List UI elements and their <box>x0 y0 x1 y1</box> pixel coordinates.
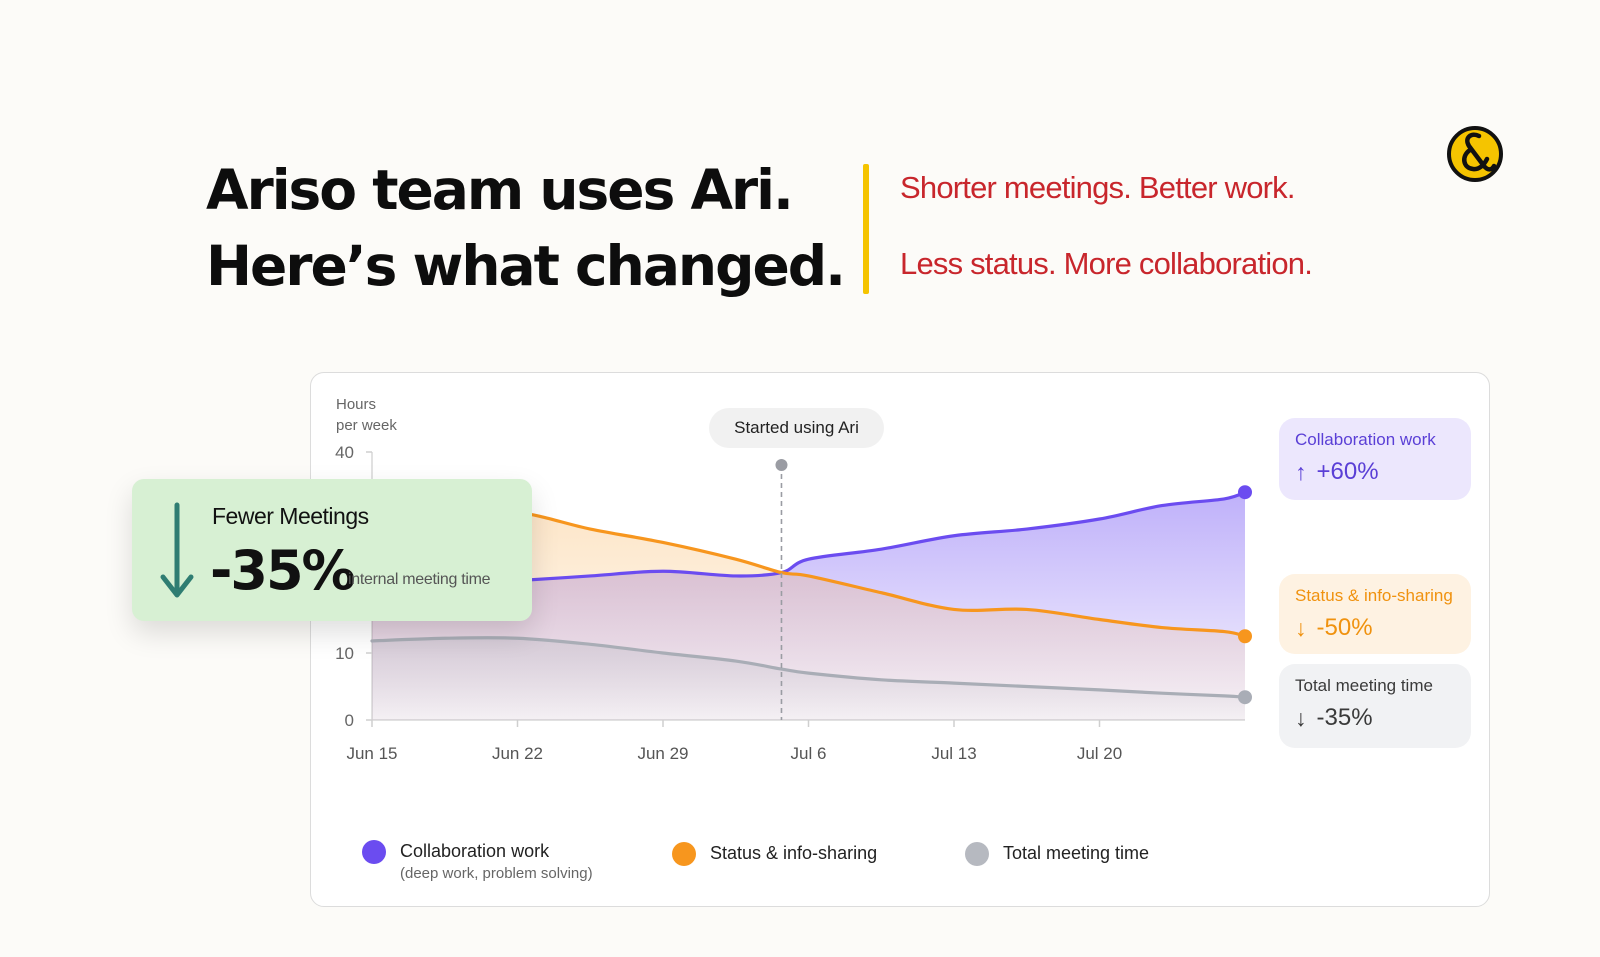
x-tick-label: Jun 22 <box>492 744 543 763</box>
x-tick-label: Jul 6 <box>791 744 827 763</box>
series-end-point-meeting <box>1238 690 1252 705</box>
series-line-status <box>370 509 1247 638</box>
accent-divider <box>863 164 869 294</box>
arrow-down-icon: ↓ <box>1295 704 1307 731</box>
ampersand-logo-icon <box>1447 126 1503 182</box>
legend-dot-status <box>672 842 696 866</box>
x-tick-label: Jun 29 <box>637 744 688 763</box>
end-label-status-value: -50% <box>1316 614 1373 641</box>
area-chart: 0 10 40 Jun 15 Jun 22 Jun 29 Jul 6 Jul 13 Jul 20 <box>335 443 1252 763</box>
x-tick-label: Jun 15 <box>346 744 397 763</box>
y-tick-label: 40 <box>335 443 354 462</box>
series-line-meeting <box>370 636 1247 699</box>
arrow-down-icon <box>160 502 194 598</box>
x-tick-label: Jul 20 <box>1077 744 1122 763</box>
headline-line-2: Here’s what changed. <box>206 234 846 298</box>
end-label-collaboration: Collaboration work ↑ +60% <box>1279 418 1471 500</box>
x-tick-label: Jul 13 <box>931 744 976 763</box>
series-line-collaboration <box>370 490 1247 588</box>
y-tick-label: 0 <box>345 711 354 730</box>
y-axis-label-line-2: per week <box>336 417 397 434</box>
headline-line-1: Ariso team uses Ari. <box>206 158 794 222</box>
legend-dot-meeting <box>965 842 989 866</box>
tagline-1: Shorter meetings. Better work. <box>900 170 1295 205</box>
end-label-meeting-value: -35% <box>1316 704 1373 731</box>
end-label-status: Status & info-sharing ↓ -50% <box>1279 574 1471 654</box>
legend-dot-collaboration <box>362 840 386 864</box>
arrow-up-icon: ↑ <box>1295 458 1307 485</box>
headline: Ariso team uses Ari. Here’s what changed… <box>206 152 846 304</box>
series-area-meeting <box>372 637 1245 720</box>
callout-title: Fewer Meetings <box>212 503 369 529</box>
y-axis-label: Hours per week <box>336 394 397 436</box>
end-label-meeting-name: Total meeting time <box>1295 676 1433 695</box>
fewer-meetings-callout: Fewer Meetings -35% internal meeting tim… <box>132 479 532 621</box>
started-using-ari-marker <box>775 459 788 471</box>
end-label-collaboration-name: Collaboration work <box>1295 430 1436 449</box>
legend-item-meeting: Total meeting time <box>965 842 1150 866</box>
end-label-status-name: Status & info-sharing <box>1295 586 1453 605</box>
legend-label-meeting: Total meeting time <box>1003 843 1150 863</box>
started-using-ari-label: Started using Ari <box>709 408 884 448</box>
legend-item-collaboration: Collaboration work (deep work, problem s… <box>362 840 593 882</box>
arrow-down-icon: ↓ <box>1295 614 1307 641</box>
end-label-meeting: Total meeting time ↓ -35% <box>1279 664 1471 748</box>
legend-label-status: Status & info-sharing <box>710 843 878 863</box>
end-label-collaboration-value: +60% <box>1316 458 1379 485</box>
legend-sublabel-collaboration: (deep work, problem solving) <box>400 865 593 882</box>
series-end-point-collaboration <box>1238 485 1252 500</box>
legend-label-collaboration: Collaboration work <box>400 841 550 861</box>
callout-note: internal meeting time <box>348 571 491 588</box>
series-end-point-status <box>1238 629 1252 644</box>
y-tick-label: 10 <box>335 644 354 663</box>
y-axis-label-line-1: Hours <box>336 396 377 413</box>
legend-item-status: Status & info-sharing <box>672 842 878 866</box>
tagline-2: Less status. More collaboration. <box>900 246 1313 281</box>
callout-value: -35% <box>210 539 356 602</box>
